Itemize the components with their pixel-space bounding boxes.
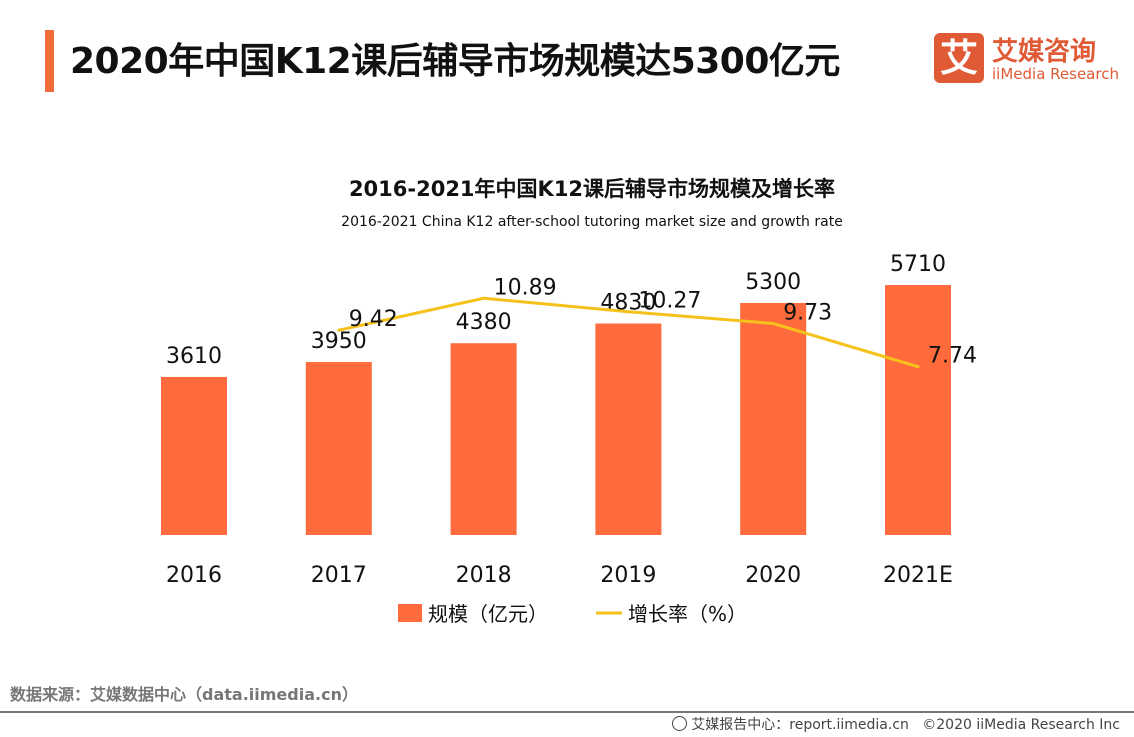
growth-point bbox=[916, 365, 920, 369]
growth-point bbox=[771, 321, 775, 325]
logo-cn-text: 艾媒咨询 bbox=[992, 37, 1097, 67]
legend-bar-swatch bbox=[398, 604, 422, 622]
bar bbox=[161, 376, 227, 535]
bar bbox=[740, 302, 807, 535]
bar-label: 3610 bbox=[166, 344, 222, 369]
bar bbox=[305, 362, 372, 535]
iimedia-logo: 艾 艾媒咨询 iiMedia Research bbox=[934, 33, 1119, 85]
legend-line-label: 增长率（%） bbox=[628, 602, 747, 626]
bar-label: 3950 bbox=[311, 329, 367, 354]
growth-label: 10.89 bbox=[494, 275, 557, 300]
growth-label: 9.73 bbox=[783, 300, 832, 325]
footer-text: 艾媒报告中心：report.iimedia.cn ©2020 iiMedia R… bbox=[672, 714, 1120, 734]
x-tick-label: 2021E bbox=[883, 563, 953, 588]
growth-label: 10.27 bbox=[638, 289, 701, 314]
report-link[interactable]: 艾媒报告中心：report.iimedia.cn bbox=[691, 717, 909, 733]
chart-svg: 3610201639502017438020184830201953002020… bbox=[161, 252, 977, 626]
x-tick-label: 2019 bbox=[600, 563, 656, 588]
growth-point bbox=[482, 296, 486, 300]
bar-label: 5300 bbox=[745, 270, 801, 295]
x-tick-label: 2020 bbox=[745, 563, 801, 588]
bar-label: 4380 bbox=[456, 310, 512, 335]
logo-mark: 艾 bbox=[934, 33, 984, 83]
bar bbox=[885, 285, 951, 535]
x-tick-label: 2016 bbox=[166, 563, 222, 588]
page-title: 2020年中国K12课后辅导市场规模达5300亿元 bbox=[70, 41, 840, 82]
growth-point bbox=[337, 328, 341, 332]
title-accent-bar bbox=[45, 30, 54, 92]
bar bbox=[595, 323, 662, 535]
legend-bar-label: 规模（亿元） bbox=[428, 602, 548, 626]
footer-divider bbox=[0, 711, 1134, 713]
logo-en-text: iiMedia Research bbox=[992, 65, 1119, 83]
chart-subtitle: 2016-2021 China K12 after-school tutorin… bbox=[341, 214, 843, 230]
growth-point bbox=[626, 310, 630, 314]
data-source: 数据来源：艾媒数据中心（data.iimedia.cn） bbox=[10, 685, 358, 704]
chart-title: 2016-2021年中国K12课后辅导市场规模及增长率 bbox=[348, 177, 836, 201]
copyright: ©2020 iiMedia Research Inc bbox=[922, 717, 1120, 733]
growth-label: 7.74 bbox=[928, 344, 977, 369]
growth-label: 9.42 bbox=[349, 307, 398, 332]
bar-label: 5710 bbox=[890, 252, 946, 277]
x-tick-label: 2018 bbox=[456, 563, 512, 588]
bar bbox=[450, 343, 517, 535]
globe-icon bbox=[672, 716, 688, 731]
x-tick-label: 2017 bbox=[311, 563, 367, 588]
